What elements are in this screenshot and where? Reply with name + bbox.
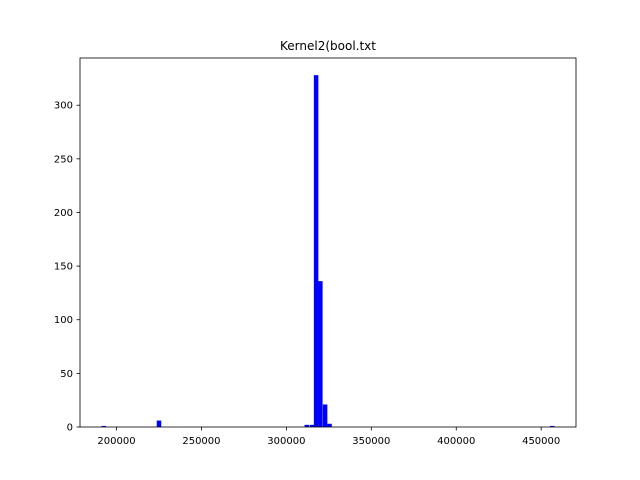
x-axis-ticks: 200000 250000 300000 350000 400000 450000 — [97, 427, 560, 447]
y-tick-label-3: 150 — [54, 262, 73, 273]
y-tick-label-4: 200 — [54, 208, 73, 219]
y-tick-label-6: 300 — [54, 101, 73, 112]
histogram-bar-1 — [156, 420, 162, 427]
histogram-bar-7 — [327, 423, 332, 427]
y-tick-label-1: 50 — [60, 369, 73, 380]
plot-frame — [79, 57, 577, 428]
x-tick-label-0: 200000 — [97, 436, 135, 447]
x-tick-label-1: 250000 — [182, 436, 220, 447]
histogram-bar-3 — [309, 424, 315, 427]
histogram-bar-4 — [313, 75, 319, 427]
histogram-bar-6 — [322, 404, 328, 427]
chart-title: Kernel2(bool.txt — [280, 39, 376, 53]
y-axis-ticks: 0 50 100 150 200 250 300 — [54, 101, 80, 434]
histogram-bar-0 — [101, 425, 107, 427]
y-tick-label-0: 0 — [67, 423, 73, 434]
x-tick-label-2: 300000 — [267, 436, 305, 447]
x-tick-label-3: 350000 — [352, 436, 390, 447]
histogram-bar-8 — [549, 425, 555, 427]
histogram-bar-5 — [318, 281, 323, 427]
bars-group — [101, 75, 555, 427]
x-tick-label-4: 400000 — [437, 436, 475, 447]
y-tick-label-5: 250 — [54, 154, 73, 165]
y-tick-label-2: 100 — [54, 315, 73, 326]
x-tick-label-5: 450000 — [522, 436, 560, 447]
histogram-bar-2 — [304, 424, 310, 427]
